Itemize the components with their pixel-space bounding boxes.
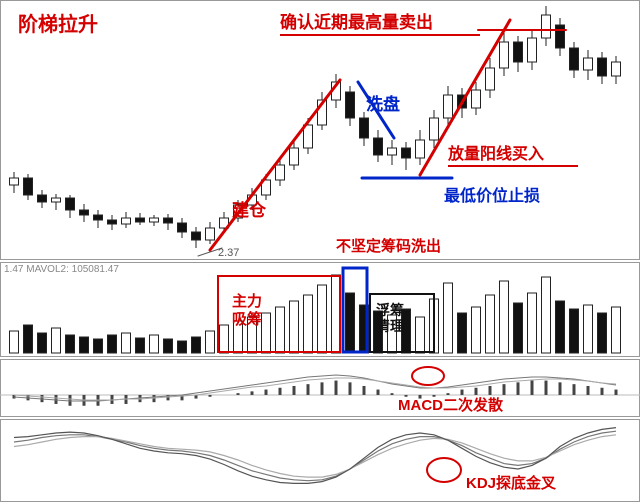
- volume-header: 1.47 MAVOL2: 105081.47: [4, 264, 119, 275]
- annotation-0: 确认近期最高量卖出: [280, 8, 480, 36]
- price-low-label: 2.37: [218, 247, 239, 259]
- annotation-10: MACD二次发散: [398, 394, 503, 415]
- annotation-3: 放量阳线买入: [448, 140, 578, 167]
- chart-title: 阶梯拉升: [18, 8, 98, 37]
- annotation-2: 建仓: [232, 196, 266, 221]
- annotation-9: 清理: [376, 316, 404, 336]
- annotation-7: 吸筹: [232, 308, 262, 329]
- annotation-1: 洗盘: [366, 90, 400, 115]
- annotation-overlay: [0, 0, 640, 504]
- annotation-4: 最低价位止损: [444, 182, 540, 206]
- annotation-11: KDJ探底金叉: [466, 472, 556, 493]
- annotation-5: 不坚定筹码洗出: [336, 235, 441, 256]
